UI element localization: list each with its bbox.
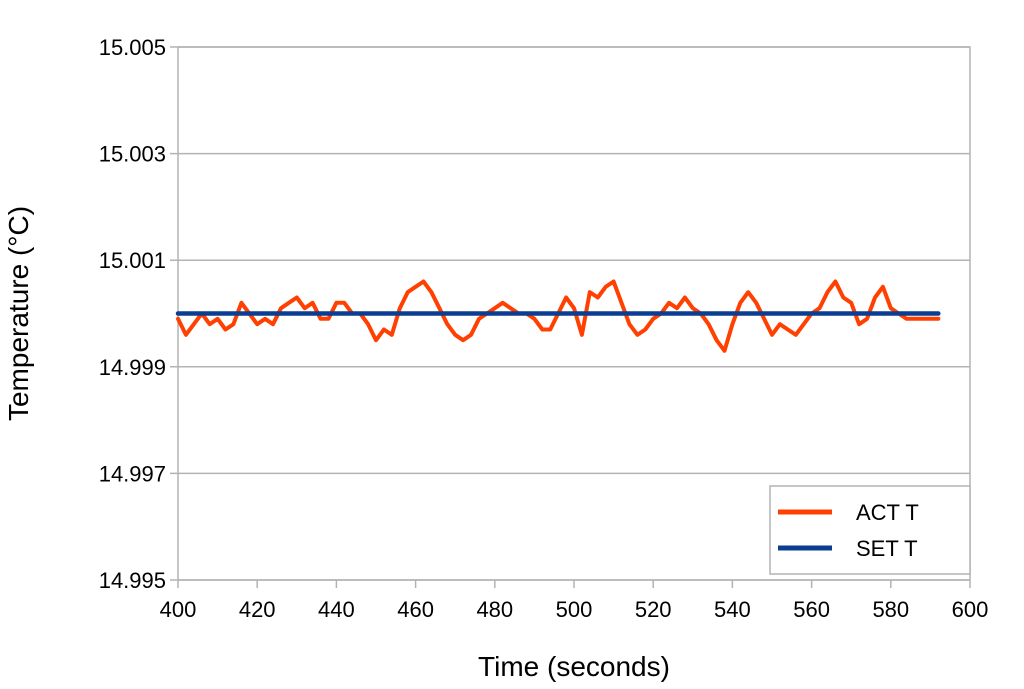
y-tick-label: 15.005 (99, 35, 166, 60)
legend-box (769, 485, 971, 575)
x-tick-label: 460 (397, 597, 434, 622)
y-tick-labels: 15.005 15.003 15.001 14.999 14.997 14.995 (99, 35, 166, 593)
legend-label-set-t: SET T (856, 536, 918, 561)
x-tick-label: 480 (476, 597, 513, 622)
y-tick-label: 14.999 (99, 355, 166, 380)
x-tick-label: 600 (952, 597, 989, 622)
x-tick-label: 560 (793, 597, 830, 622)
x-tick-label: 540 (714, 597, 751, 622)
x-tick-label: 500 (556, 597, 593, 622)
x-tick-label: 580 (872, 597, 909, 622)
series-lines (175, 279, 941, 353)
y-tick-label: 14.997 (99, 461, 166, 486)
y-tick-label: 15.003 (99, 142, 166, 167)
x-tick-label: 520 (635, 597, 672, 622)
y-tick-label: 15.001 (99, 248, 166, 273)
y-tick-label: 14.995 (99, 568, 166, 593)
x-tick-label: 400 (160, 597, 197, 622)
x-tick-label: 420 (239, 597, 276, 622)
legend-label-act-t: ACT T (856, 500, 919, 525)
x-axis-title: Time (seconds) (478, 651, 670, 682)
x-tick-label: 440 (318, 597, 355, 622)
legend: ACT T SET T (769, 485, 971, 575)
y-axis-title: Temperature (°C) (3, 206, 34, 421)
x-tick-labels: 400 420 440 460 480 500 520 540 560 580 600 (160, 597, 989, 622)
